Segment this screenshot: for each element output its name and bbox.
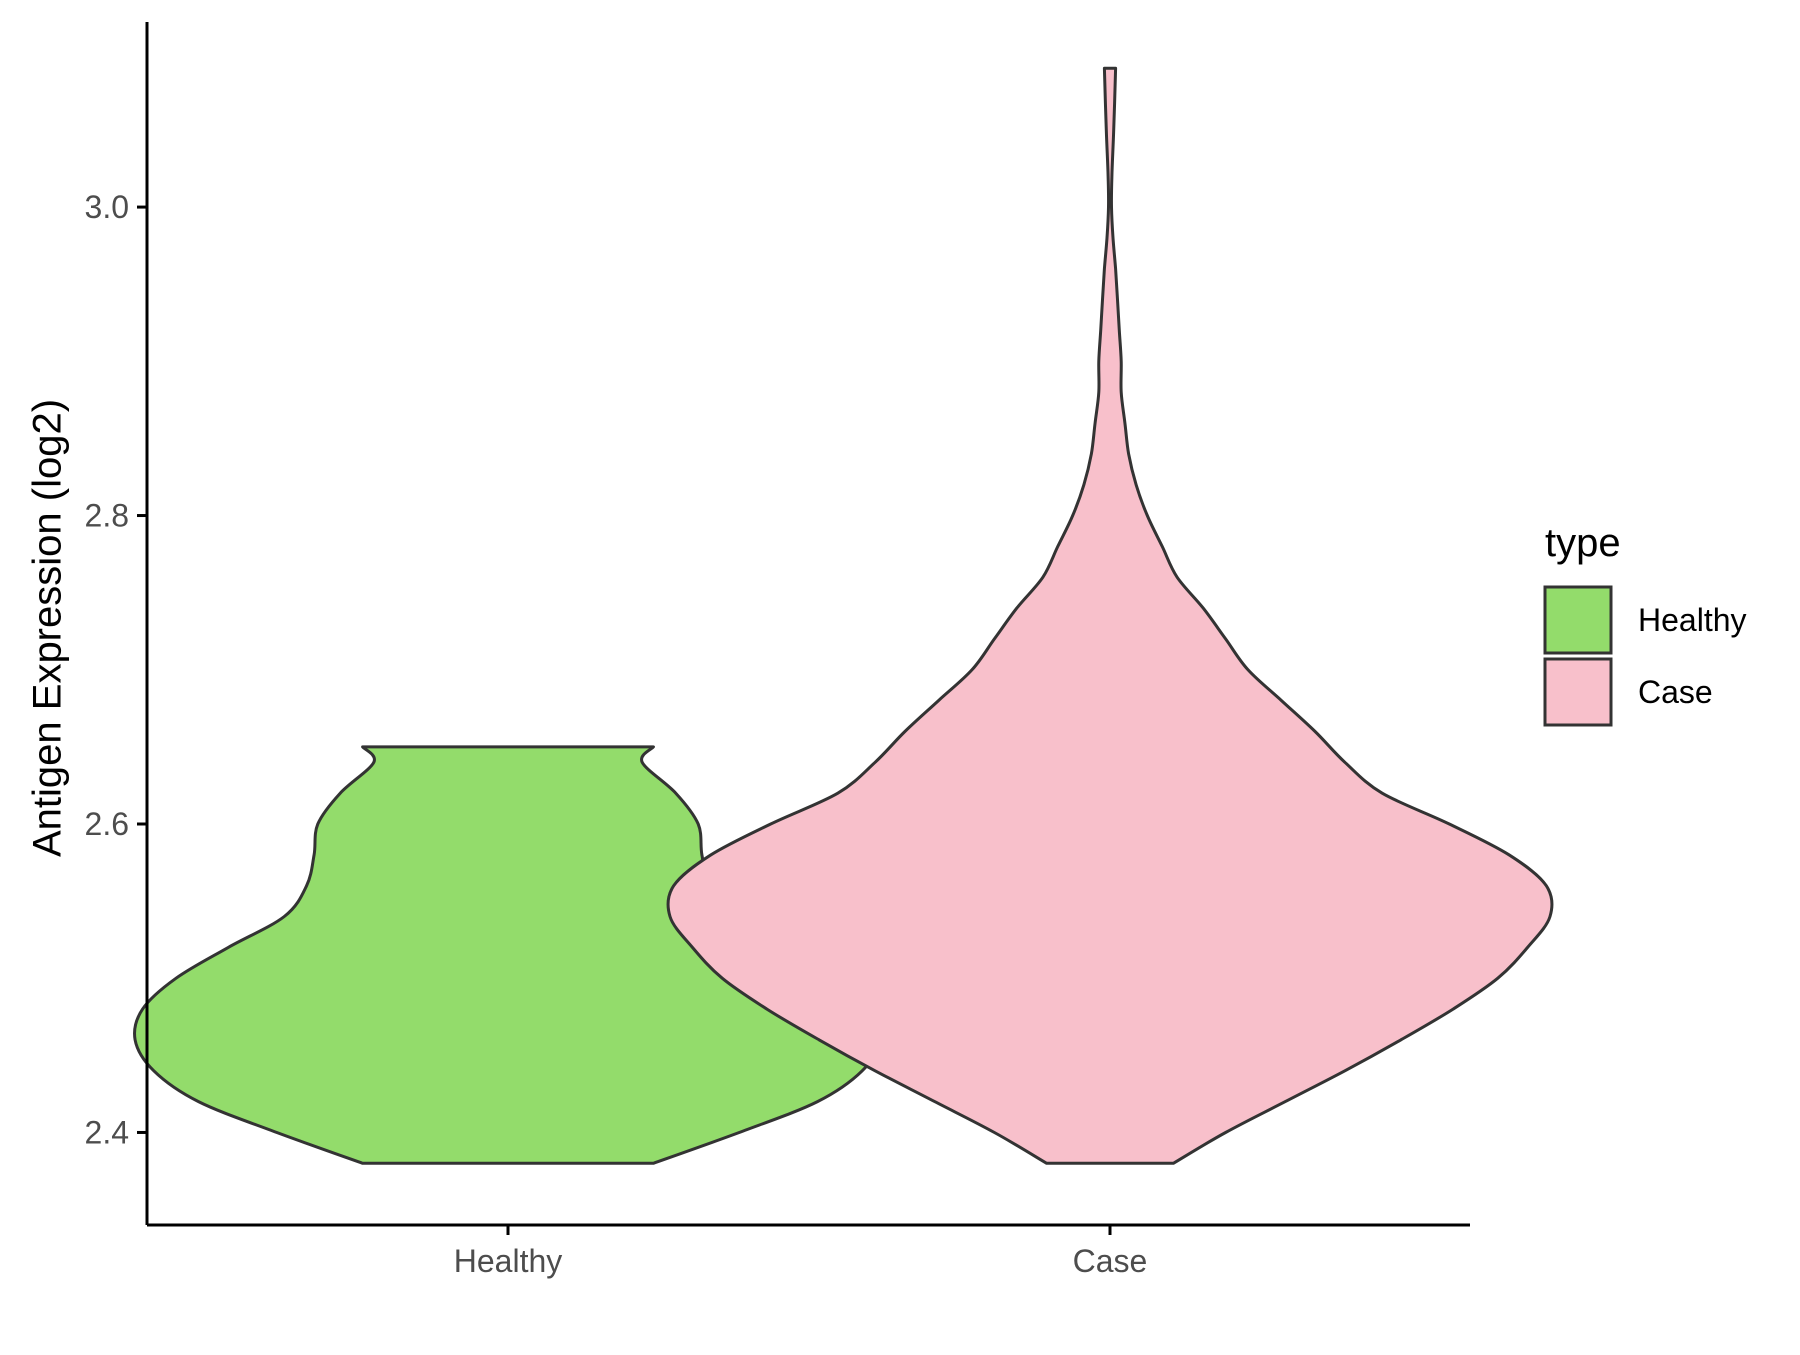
legend-label-case: Case [1638,674,1713,710]
legend-swatch-case [1543,657,1613,727]
legend: type Healthy Case [1543,521,1747,727]
legend-swatch-healthy [1543,585,1613,655]
legend-title: type [1545,521,1621,565]
y-axis-title: Antigen Expression (log2) [26,399,70,857]
plot-area [133,66,1554,1165]
violin-case [666,66,1554,1165]
axes: 2.4 2.6 2.8 3.0 Healthy Case [85,22,1470,1279]
x-tick-label: Healthy [454,1243,563,1279]
y-tick-label: 2.4 [85,1114,129,1150]
y-tick-label: 3.0 [85,189,129,225]
y-tick-label: 2.6 [85,806,129,842]
legend-label-healthy: Healthy [1638,602,1747,638]
x-tick-label: Case [1073,1243,1148,1279]
y-tick-label: 2.8 [85,498,129,534]
